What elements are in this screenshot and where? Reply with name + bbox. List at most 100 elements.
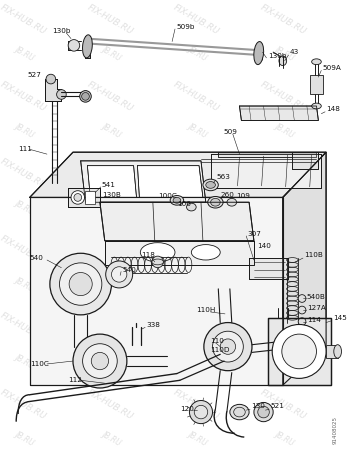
- Text: 106: 106: [177, 201, 191, 207]
- Ellipse shape: [254, 41, 264, 65]
- Text: FIX-HUB.RU: FIX-HUB.RU: [0, 157, 48, 190]
- Text: 540: 540: [122, 267, 136, 273]
- Text: 91408025: 91408025: [332, 416, 338, 444]
- Text: JB.RU: JB.RU: [187, 429, 209, 447]
- Text: 130b: 130b: [52, 28, 70, 34]
- Ellipse shape: [234, 407, 245, 417]
- Circle shape: [60, 263, 102, 305]
- Text: 111: 111: [18, 146, 32, 152]
- Text: FIX-HUB.RU: FIX-HUB.RU: [259, 310, 308, 344]
- Ellipse shape: [57, 90, 66, 99]
- Text: JB.RU: JB.RU: [13, 429, 36, 447]
- Polygon shape: [100, 202, 254, 241]
- Circle shape: [50, 253, 111, 315]
- Ellipse shape: [83, 35, 92, 58]
- Text: 527: 527: [28, 72, 42, 78]
- Text: FIX-HUB.RU: FIX-HUB.RU: [259, 3, 308, 36]
- Text: 541: 541: [102, 182, 116, 188]
- Text: 110H: 110H: [196, 307, 216, 313]
- Text: JB.RU: JB.RU: [100, 44, 122, 62]
- Ellipse shape: [74, 194, 82, 201]
- Text: JB.RU: JB.RU: [100, 121, 122, 139]
- Circle shape: [194, 405, 208, 419]
- Ellipse shape: [203, 179, 218, 191]
- Ellipse shape: [187, 203, 196, 211]
- Ellipse shape: [173, 198, 181, 203]
- Text: FIX-HUB.RU: FIX-HUB.RU: [0, 80, 48, 113]
- Text: JB.RU: JB.RU: [100, 198, 122, 216]
- Text: FIX-HUB.RU: FIX-HUB.RU: [259, 234, 308, 267]
- Circle shape: [69, 273, 92, 296]
- Text: 130B: 130B: [102, 192, 121, 198]
- Text: FIX-HUB.RU: FIX-HUB.RU: [0, 387, 48, 421]
- Text: JB.RU: JB.RU: [187, 44, 209, 62]
- Text: 540: 540: [30, 255, 43, 261]
- Polygon shape: [256, 47, 262, 60]
- Polygon shape: [239, 106, 318, 121]
- Text: FIX-HUB.RU: FIX-HUB.RU: [259, 80, 308, 113]
- Text: FIX-HUB.RU: FIX-HUB.RU: [172, 387, 221, 421]
- Polygon shape: [211, 154, 321, 188]
- Text: 130: 130: [251, 403, 265, 410]
- Circle shape: [220, 339, 236, 354]
- Text: JB.RU: JB.RU: [273, 44, 296, 62]
- Text: FIX-HUB.RU: FIX-HUB.RU: [0, 3, 48, 36]
- Text: JB.RU: JB.RU: [273, 198, 296, 216]
- Text: 540B: 540B: [307, 293, 326, 300]
- Text: FIX-HUB.RU: FIX-HUB.RU: [259, 387, 308, 421]
- Polygon shape: [218, 152, 316, 157]
- Text: JB.RU: JB.RU: [273, 121, 296, 139]
- Bar: [326, 345, 338, 358]
- Text: 140: 140: [257, 243, 271, 248]
- Text: JB.RU: JB.RU: [13, 121, 36, 139]
- Ellipse shape: [140, 243, 175, 262]
- Ellipse shape: [191, 245, 220, 260]
- Text: 521: 521: [270, 403, 284, 410]
- Text: FIX-HUB.RU: FIX-HUB.RU: [0, 234, 48, 267]
- Ellipse shape: [211, 198, 220, 206]
- Circle shape: [189, 400, 212, 423]
- Text: 509b: 509b: [177, 24, 195, 30]
- Polygon shape: [88, 166, 136, 198]
- Polygon shape: [249, 258, 288, 279]
- Polygon shape: [30, 152, 326, 198]
- Text: JB.RU: JB.RU: [187, 275, 209, 293]
- Circle shape: [83, 344, 117, 378]
- Circle shape: [272, 324, 326, 378]
- Text: 109: 109: [237, 194, 251, 199]
- Circle shape: [298, 318, 306, 325]
- Ellipse shape: [279, 56, 287, 66]
- Text: JB.RU: JB.RU: [273, 429, 296, 447]
- Text: JB.RU: JB.RU: [13, 275, 36, 293]
- Text: 110: 110: [211, 338, 224, 344]
- Circle shape: [204, 323, 252, 371]
- Text: JB.RU: JB.RU: [100, 275, 122, 293]
- Text: FIX-HUB.RU: FIX-HUB.RU: [172, 310, 221, 344]
- Circle shape: [282, 334, 316, 369]
- Text: FIX-HUB.RU: FIX-HUB.RU: [85, 157, 135, 190]
- Polygon shape: [138, 166, 203, 198]
- Polygon shape: [30, 198, 283, 385]
- Circle shape: [212, 331, 243, 362]
- Polygon shape: [292, 152, 318, 169]
- Text: FIX-HUB.RU: FIX-HUB.RU: [172, 234, 221, 267]
- Text: JB.RU: JB.RU: [100, 429, 122, 447]
- Text: FIX-HUB.RU: FIX-HUB.RU: [172, 157, 221, 190]
- Polygon shape: [80, 161, 206, 202]
- Circle shape: [111, 267, 127, 282]
- Ellipse shape: [334, 345, 342, 358]
- Ellipse shape: [68, 40, 80, 51]
- Text: FIX-HUB.RU: FIX-HUB.RU: [0, 310, 48, 344]
- Circle shape: [298, 306, 306, 314]
- Ellipse shape: [227, 198, 237, 206]
- Ellipse shape: [80, 90, 91, 102]
- Polygon shape: [85, 36, 90, 58]
- Text: 338: 338: [146, 323, 160, 328]
- Text: 509A: 509A: [322, 64, 341, 71]
- Ellipse shape: [206, 181, 215, 188]
- Polygon shape: [105, 241, 254, 265]
- Ellipse shape: [46, 74, 56, 84]
- Circle shape: [91, 352, 108, 370]
- Text: FIX-HUB.RU: FIX-HUB.RU: [85, 3, 135, 36]
- Text: 260: 260: [220, 192, 234, 198]
